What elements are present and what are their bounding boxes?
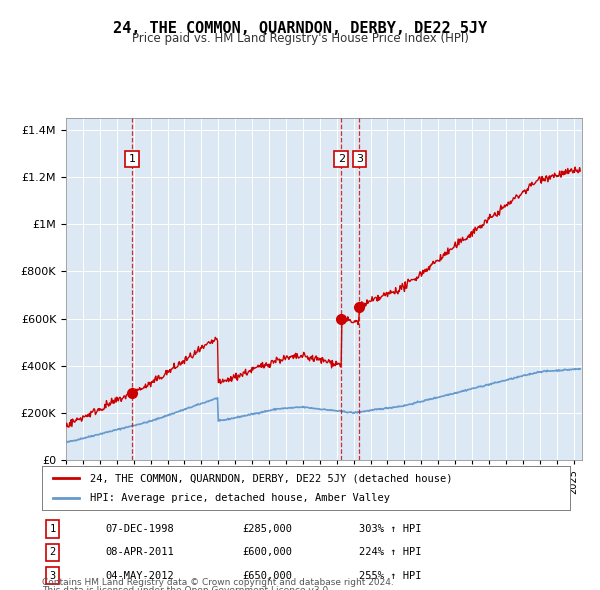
Text: 3: 3 [49,571,56,581]
Text: £600,000: £600,000 [242,548,293,557]
Text: 1: 1 [129,154,136,164]
Text: HPI: Average price, detached house, Amber Valley: HPI: Average price, detached house, Ambe… [89,493,389,503]
Text: 2: 2 [338,154,345,164]
Text: 255% ↑ HPI: 255% ↑ HPI [359,571,421,581]
Text: Contains HM Land Registry data © Crown copyright and database right 2024.: Contains HM Land Registry data © Crown c… [42,578,394,587]
Text: 224% ↑ HPI: 224% ↑ HPI [359,548,421,557]
Text: 24, THE COMMON, QUARNDON, DERBY, DE22 5JY: 24, THE COMMON, QUARNDON, DERBY, DE22 5J… [113,21,487,35]
Text: 303% ↑ HPI: 303% ↑ HPI [359,524,421,534]
Text: 3: 3 [356,154,363,164]
Text: 04-MAY-2012: 04-MAY-2012 [106,571,174,581]
Text: This data is licensed under the Open Government Licence v3.0.: This data is licensed under the Open Gov… [42,586,331,590]
Text: £285,000: £285,000 [242,524,293,534]
Text: 2: 2 [49,548,56,557]
Text: 07-DEC-1998: 07-DEC-1998 [106,524,174,534]
Text: Price paid vs. HM Land Registry's House Price Index (HPI): Price paid vs. HM Land Registry's House … [131,32,469,45]
Text: 08-APR-2011: 08-APR-2011 [106,548,174,557]
Text: 1: 1 [49,524,56,534]
Text: £650,000: £650,000 [242,571,293,581]
Text: 24, THE COMMON, QUARNDON, DERBY, DE22 5JY (detached house): 24, THE COMMON, QUARNDON, DERBY, DE22 5J… [89,474,452,483]
